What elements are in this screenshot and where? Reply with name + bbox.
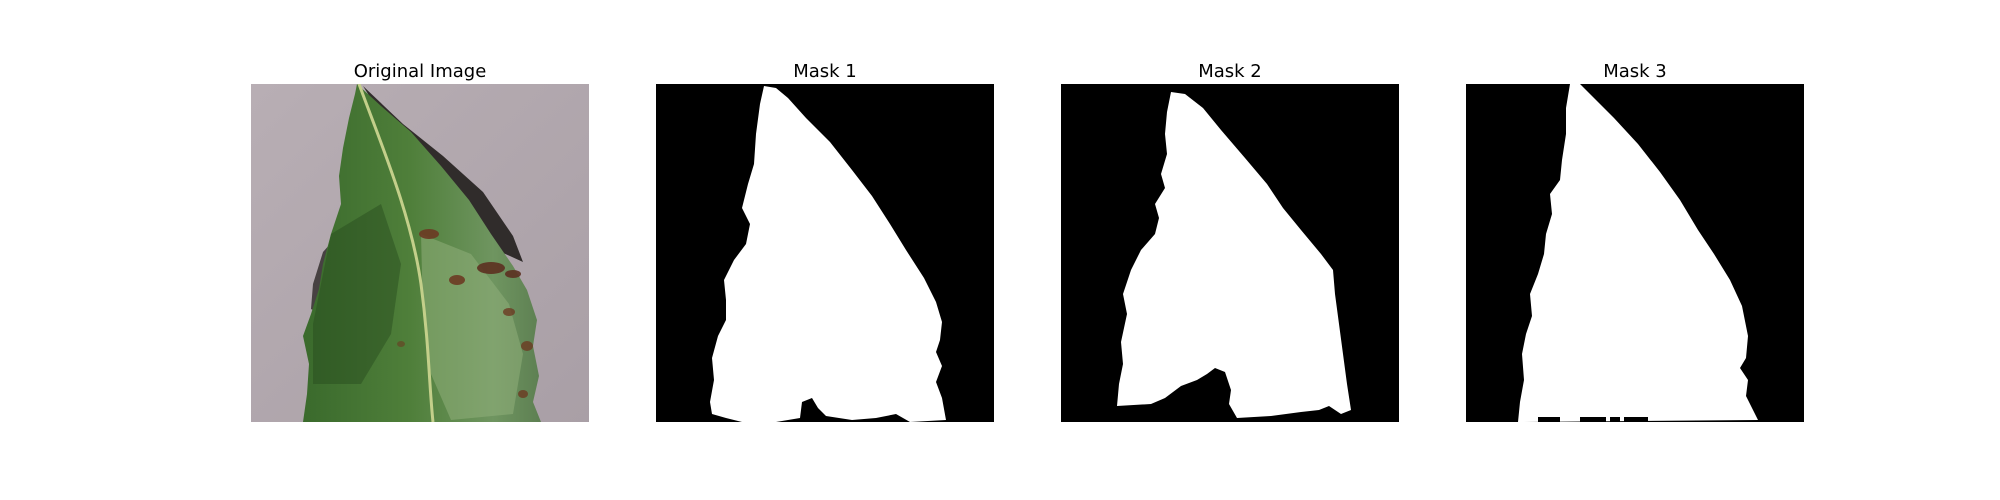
leaf-lesion	[419, 229, 439, 239]
panel-mask-3: Mask 3	[1466, 62, 1804, 422]
panel-original-image: Original Image	[251, 62, 589, 422]
mask-gap	[1610, 417, 1620, 422]
leaf-highlight	[421, 234, 523, 420]
mask-gap	[1538, 417, 1560, 422]
leaf-lesion	[521, 341, 533, 351]
leaf-lesion	[518, 390, 528, 398]
leaf-lesion	[477, 262, 505, 274]
mask-gap	[1624, 417, 1648, 422]
mask-region	[710, 86, 946, 422]
panel-mask-1: Mask 1	[656, 62, 994, 422]
panel-mask-2: Mask 2	[1061, 62, 1399, 422]
mask-2-image	[1061, 84, 1399, 422]
mask-gap	[1580, 417, 1606, 422]
panel-title-mask-3: Mask 3	[1603, 61, 1667, 82]
panel-title-original: Original Image	[353, 61, 487, 82]
mask-3-image	[1466, 84, 1804, 422]
leaf-midrib	[357, 84, 435, 422]
panel-title-mask-1: Mask 1	[793, 61, 857, 82]
leaf-lesion	[505, 270, 521, 278]
leaf-shade	[313, 204, 401, 384]
leaf-photo	[251, 84, 589, 422]
mask-region	[1518, 84, 1758, 422]
mask-1-image	[656, 84, 994, 422]
mask-region	[1117, 92, 1351, 418]
panel-title-mask-2: Mask 2	[1198, 61, 1262, 82]
leaf-lesion	[397, 341, 405, 347]
leaf-lesion	[449, 275, 465, 285]
leaf-lesion	[503, 308, 515, 316]
